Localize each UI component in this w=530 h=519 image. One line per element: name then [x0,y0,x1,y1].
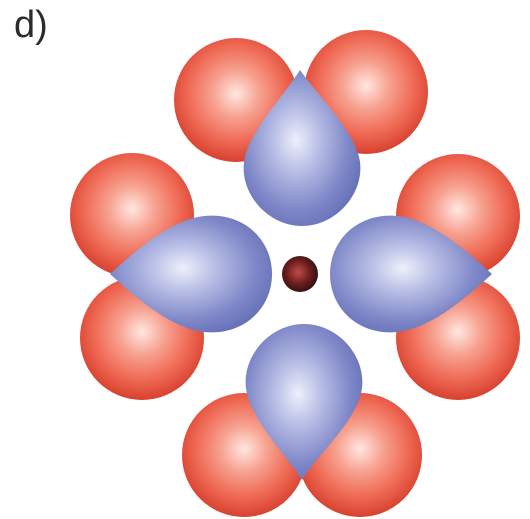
blue-lobe-top [243,70,361,226]
center-atom [282,256,318,292]
blue-lobes [110,70,492,480]
blue-lobe-right [330,215,492,333]
blue-lobe-left [110,215,272,333]
blue-lobe-bottom [245,324,363,480]
panel-label: d) [14,4,48,46]
